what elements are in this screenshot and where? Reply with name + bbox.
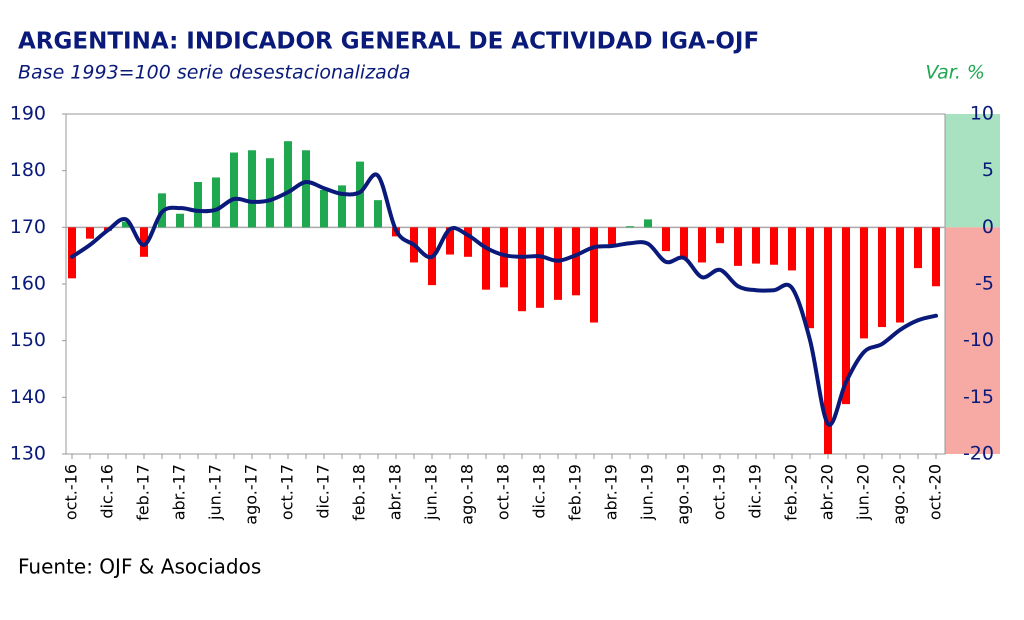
bar: [482, 227, 490, 290]
x-tick-label: ago.-20: [890, 464, 909, 525]
bar: [842, 227, 850, 405]
x-tick-label: abr.-18: [386, 464, 405, 520]
y2-tick-label: 10: [970, 103, 994, 125]
bar: [248, 150, 256, 228]
bar: [590, 227, 598, 323]
bar: [662, 227, 670, 252]
x-tick-label: jun.-20: [854, 464, 873, 521]
y2-tick-label: 0: [982, 216, 994, 238]
y-tick-label: 150: [10, 329, 46, 351]
x-tick-label: jun.-19: [638, 464, 657, 521]
bar: [320, 189, 328, 228]
bar: [338, 185, 346, 228]
bar: [698, 227, 706, 263]
chart-title: ARGENTINA: INDICADOR GENERAL DE ACTIVIDA…: [18, 29, 759, 55]
bar: [896, 227, 904, 323]
y2-positive-band: [945, 114, 1000, 228]
x-tick-label: dic.-16: [98, 464, 117, 519]
y2-tick-label: -15: [963, 386, 994, 408]
x-tick-label: oct.-20: [926, 464, 945, 520]
y2-tick-label: -10: [963, 329, 994, 351]
x-tick-label: ago.-17: [242, 464, 261, 525]
bar: [68, 227, 76, 279]
x-tick-label: feb.-18: [350, 464, 369, 521]
bar: [716, 227, 724, 244]
bar: [734, 227, 742, 266]
x-tick-label: oct.-17: [278, 464, 297, 520]
bar: [644, 219, 652, 228]
y2-negative-band: [945, 227, 1000, 454]
x-tick-label: ago.-19: [674, 464, 693, 525]
x-tick-label: abr.-17: [170, 464, 189, 520]
bar: [446, 227, 454, 255]
bar: [608, 227, 616, 245]
y-tick-label: 170: [10, 216, 46, 238]
bar: [140, 227, 148, 257]
bar: [518, 227, 526, 312]
bar: [374, 200, 382, 228]
bar: [176, 213, 184, 228]
x-tick-label: jun.-18: [422, 464, 441, 521]
bar: [302, 150, 310, 228]
y2-tick-label: -5: [975, 273, 994, 295]
source: Fuente: OJF & Asociados: [18, 555, 261, 579]
y2-tick-label: -20: [963, 443, 994, 465]
index-line: [70, 172, 938, 427]
bar: [914, 227, 922, 269]
x-tick-label: ago.-18: [458, 464, 477, 525]
bar: [212, 177, 220, 228]
bar: [572, 227, 580, 296]
x-tick-label: abr.-19: [602, 464, 621, 520]
bar: [464, 227, 472, 257]
x-tick-label: dic.-19: [746, 464, 765, 519]
y-tick-label: 180: [10, 159, 46, 181]
bar: [806, 227, 814, 329]
x-tick-label: dic.-18: [530, 464, 549, 519]
bar: [554, 227, 562, 300]
x-tick-label: jun.-17: [206, 464, 225, 521]
bar: [86, 227, 94, 239]
x-tick-label: feb.-20: [782, 464, 801, 521]
x-tick-label: feb.-19: [566, 464, 585, 521]
bar: [230, 152, 238, 228]
x-tick-label: oct.-18: [494, 464, 513, 520]
bar: [536, 227, 544, 308]
x-tick-label: abr.-20: [818, 464, 837, 520]
x-tick-label: oct.-19: [710, 464, 729, 520]
bar: [788, 227, 796, 271]
y2-tick-label: 5: [982, 159, 994, 181]
y-tick-label: 190: [10, 103, 46, 125]
y2-axis-label: Var. %: [925, 62, 985, 84]
bar: [626, 226, 634, 228]
bar: [680, 227, 688, 258]
x-tick-label: dic.-17: [314, 464, 333, 519]
bar: [194, 182, 202, 228]
x-tick-label: feb.-17: [134, 464, 153, 521]
bar: [824, 227, 832, 454]
x-tick-label: oct.-16: [62, 464, 81, 520]
chart-subtitle: Base 1993=100 serie desestacionalizada: [18, 62, 411, 84]
bar: [284, 141, 292, 228]
bar: [860, 227, 868, 339]
bar: [500, 227, 508, 288]
y-tick-label: 160: [10, 273, 46, 295]
bar: [752, 227, 760, 264]
bar: [932, 227, 940, 287]
bar: [266, 158, 274, 228]
y-tick-label: 130: [10, 443, 46, 465]
y-tick-label: 140: [10, 386, 46, 408]
bar: [356, 161, 364, 228]
bar: [878, 227, 886, 328]
bar: [770, 227, 778, 265]
bar: [122, 221, 130, 228]
